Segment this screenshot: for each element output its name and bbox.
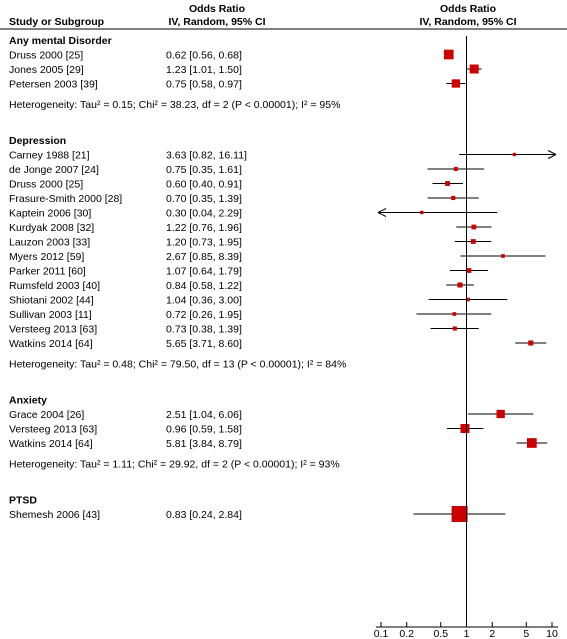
x-axis: 0.1 0.2 0.5 1 2 5 10	[374, 36, 558, 639]
point-estimate	[451, 195, 456, 201]
forest-body: Any mental Disorder Druss 2000 [25] 0.62 […	[9, 35, 557, 522]
ci-text: 2.51 [1.04, 6.06]	[166, 409, 242, 421]
col1-header: Study or Subgroup	[9, 16, 104, 28]
ci-text: 0.62 [0.56, 0.68]	[166, 50, 242, 62]
study-label: Druss 2000 [25]	[9, 50, 83, 62]
study-label: Watkins 2014 [64]	[9, 438, 93, 450]
ci-text: 1.20 [0.73, 1.95]	[166, 237, 242, 249]
study-label: Rumsfeld 2003 [40]	[9, 280, 100, 292]
ci-text: 5.65 [3.71, 8.60]	[166, 338, 242, 350]
point-estimate	[501, 254, 505, 258]
ci-text: 0.75 [0.35, 1.61]	[166, 164, 242, 176]
col3-subtitle: IV, Random, 95% CI	[419, 16, 516, 28]
ci-text: 0.83 [0.24, 2.84]	[166, 509, 242, 521]
point-estimate	[445, 181, 450, 186]
col2-subtitle: IV, Random, 95% CI	[168, 16, 265, 28]
study-label: Frasure-Smith 2000 [28]	[9, 193, 122, 205]
col3-title: Odds Ratio	[440, 3, 496, 15]
point-estimate	[420, 210, 424, 215]
group-title: Anxiety	[9, 395, 47, 407]
ci-text: 1.07 [0.64, 1.79]	[166, 266, 242, 278]
study-label: de Jonge 2007 [24]	[9, 164, 99, 176]
study-label: Kaptein 2006 [30]	[9, 208, 91, 220]
point-estimate	[469, 64, 479, 74]
group-title: Depression	[9, 135, 66, 147]
x-tick-label: 0.1	[374, 628, 389, 639]
group-title: Any mental Disorder	[9, 35, 112, 47]
ci-text: 0.72 [0.26, 1.95]	[166, 309, 242, 321]
x-tick-label: 0.2	[399, 628, 414, 639]
point-estimate	[496, 409, 505, 419]
point-estimate	[471, 224, 477, 230]
point-estimate	[451, 506, 468, 522]
ci-text: 1.04 [0.36, 3.00]	[166, 295, 242, 307]
group-title: PTSD	[9, 495, 37, 507]
ci-text: 0.60 [0.40, 0.91]	[166, 179, 242, 191]
study-label: Petersen 2003 [39]	[9, 79, 98, 91]
study-label: Versteeg 2013 [63]	[9, 324, 97, 336]
study-label: Versteeg 2013 [63]	[9, 424, 97, 436]
ci-text: 1.22 [0.76, 1.96]	[166, 222, 242, 234]
point-estimate	[526, 438, 537, 448]
point-estimate	[453, 166, 458, 172]
ci-text: 0.75 [0.58, 0.97]	[166, 79, 242, 91]
x-tick-label: 1	[464, 628, 470, 639]
study-label: Shemesh 2006 [43]	[9, 509, 100, 521]
heterogeneity-text: Heterogeneity: Tau² = 1.11; Chi² = 29.92…	[9, 459, 340, 471]
ci-arrow-left	[377, 208, 387, 217]
study-label: Jones 2005 [29]	[9, 64, 84, 76]
ci-text: 0.96 [0.59, 1.58]	[166, 424, 242, 436]
point-estimate	[466, 268, 472, 273]
heterogeneity-text: Heterogeneity: Tau² = 0.48; Chi² = 79.50…	[9, 359, 346, 371]
ci-text: 2.67 [0.85, 8.39]	[166, 251, 242, 263]
study-label: Kurdyak 2008 [32]	[9, 222, 94, 234]
x-tick-label: 10	[546, 628, 558, 639]
point-estimate	[451, 79, 460, 88]
x-tick-label: 5	[523, 628, 529, 639]
point-estimate	[452, 312, 457, 316]
ci-text: 0.84 [0.58, 1.22]	[166, 280, 242, 292]
ci-text: 0.73 [0.38, 1.39]	[166, 324, 242, 336]
col2-title: Odds Ratio	[189, 3, 245, 15]
study-label: Grace 2004 [26]	[9, 409, 84, 421]
ci-arrow-right	[547, 150, 557, 159]
point-estimate	[466, 297, 470, 302]
study-label: Parker 2011 [60]	[9, 266, 86, 278]
point-estimate	[528, 340, 534, 346]
x-tick-label: 0.5	[433, 628, 448, 639]
point-estimate	[470, 239, 476, 244]
x-tick-label: 2	[489, 628, 495, 639]
heterogeneity-text: Heterogeneity: Tau² = 0.15; Chi² = 38.23…	[9, 99, 340, 111]
study-label: Watkins 2014 [64]	[9, 338, 93, 350]
study-label: Sullivan 2003 [11]	[9, 309, 92, 321]
study-label: Carney 1988 [21]	[9, 150, 90, 162]
ci-text: 0.70 [0.35, 1.39]	[166, 193, 242, 205]
point-estimate	[460, 424, 470, 433]
point-estimate	[443, 49, 454, 60]
ci-text: 1.23 [1.01, 1.50]	[166, 64, 242, 76]
point-estimate	[452, 326, 457, 331]
point-estimate	[457, 282, 463, 288]
study-label: Lauzon 2003 [33]	[9, 237, 90, 249]
study-label: Druss 2000 [25]	[9, 179, 83, 191]
ci-text: 0.30 [0.04, 2.29]	[166, 208, 242, 220]
ci-text: 5.81 [3.84, 8.79]	[166, 438, 242, 450]
point-estimate	[512, 152, 517, 157]
study-label: Shiotani 2002 [44]	[9, 295, 94, 307]
study-label: Myers 2012 [59]	[9, 251, 84, 263]
ci-text: 3.63 [0.82, 16.11]	[166, 150, 247, 162]
